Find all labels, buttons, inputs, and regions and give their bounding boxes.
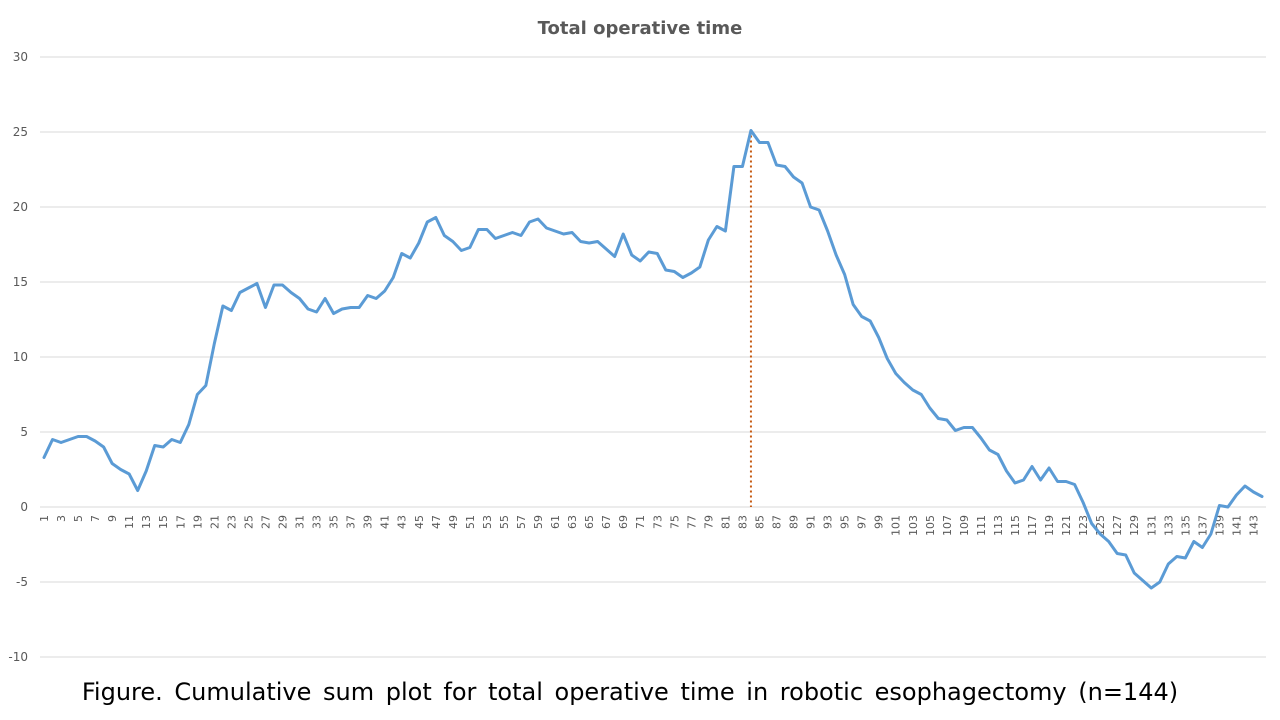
- x-tick-label: 9: [106, 515, 119, 522]
- x-tick-label: 37: [345, 515, 358, 529]
- y-tick-label: 0: [20, 500, 28, 514]
- x-tick-label: 111: [975, 515, 988, 536]
- x-tick-label: 71: [634, 515, 647, 529]
- x-tick-label: 127: [1111, 515, 1124, 536]
- x-tick-label: 59: [532, 515, 545, 529]
- x-tick-label: 101: [890, 515, 903, 536]
- x-tick-label: 141: [1230, 515, 1243, 536]
- x-tick-label: 115: [1009, 515, 1022, 536]
- x-tick-label: 77: [685, 515, 698, 529]
- x-tick-label: 45: [413, 515, 426, 529]
- y-tick-label: -10: [8, 650, 28, 664]
- x-tick-label: 97: [856, 515, 869, 529]
- x-tick-label: 87: [771, 515, 784, 529]
- x-tick-label: 123: [1077, 515, 1090, 536]
- x-tick-label: 51: [464, 515, 477, 529]
- y-tick-label: 30: [13, 50, 28, 64]
- x-tick-label: 89: [788, 515, 801, 529]
- x-tick-label: 129: [1128, 515, 1141, 536]
- y-tick-label: 15: [13, 275, 28, 289]
- x-tick-label: 85: [753, 515, 766, 529]
- x-tick-label: 83: [736, 515, 749, 529]
- x-tick-label: 117: [1026, 515, 1039, 536]
- x-tick-label: 109: [958, 515, 971, 536]
- x-tick-label: 11: [123, 515, 136, 529]
- x-tick-label: 93: [822, 515, 835, 529]
- x-tick-label: 3: [55, 515, 68, 522]
- x-tick-label: 29: [276, 515, 289, 529]
- x-tick-label: 43: [396, 515, 409, 529]
- x-tick-label: 47: [430, 515, 443, 529]
- y-tick-label: 20: [13, 200, 28, 214]
- figure-caption: Figure. Cumulative sum plot for total op…: [81, 678, 1179, 706]
- x-tick-label: 91: [805, 515, 818, 529]
- x-tick-label: 17: [174, 515, 187, 529]
- x-tick-label: 63: [566, 515, 579, 529]
- x-tick-label: 61: [549, 515, 562, 529]
- y-tick-label: -5: [16, 575, 28, 589]
- x-tick-label: 55: [498, 515, 511, 529]
- x-tick-label: 139: [1213, 515, 1226, 536]
- x-tick-label: 33: [311, 515, 324, 529]
- x-tick-label: 113: [992, 515, 1005, 536]
- x-tick-label: 1: [38, 515, 51, 522]
- y-tick-label: 10: [13, 350, 28, 364]
- x-tick-label: 35: [328, 515, 341, 529]
- x-tick-label: 39: [362, 515, 375, 529]
- x-axis-ticks: 1 3 5 7 9 11 13 15 17 19 21 23 25 27 29 31 33 35 37 39 41 43 4…: [38, 515, 1260, 536]
- x-tick-label: 49: [447, 515, 460, 529]
- x-tick-label: 13: [140, 515, 153, 529]
- y-tick-label: 25: [13, 125, 28, 139]
- x-tick-label: 41: [379, 515, 392, 529]
- x-tick-label: 107: [941, 515, 954, 536]
- x-tick-label: 121: [1060, 515, 1073, 536]
- y-axis-ticks: -10 -5 0 5 10 15 20 25 30: [8, 50, 28, 664]
- x-tick-label: 15: [157, 515, 170, 529]
- x-tick-label: 31: [294, 515, 307, 529]
- x-tick-label: 131: [1145, 515, 1158, 536]
- x-tick-label: 79: [702, 515, 715, 529]
- x-tick-label: 95: [839, 515, 852, 529]
- x-tick-label: 53: [481, 515, 494, 529]
- x-tick-label: 135: [1179, 515, 1192, 536]
- x-tick-label: 75: [668, 515, 681, 529]
- x-tick-label: 21: [208, 515, 221, 529]
- x-tick-label: 143: [1247, 515, 1260, 536]
- x-tick-label: 73: [651, 515, 664, 529]
- x-tick-label: 65: [583, 515, 596, 529]
- x-tick-label: 25: [242, 515, 255, 529]
- x-tick-label: 57: [515, 515, 528, 529]
- x-tick-label: 23: [225, 515, 238, 529]
- x-tick-label: 137: [1196, 515, 1209, 536]
- x-tick-label: 19: [191, 515, 204, 529]
- x-tick-label: 103: [907, 515, 920, 536]
- x-tick-label: 69: [617, 515, 630, 529]
- x-tick-label: 27: [259, 515, 272, 529]
- x-tick-label: 119: [1043, 515, 1056, 536]
- x-tick-label: 133: [1162, 515, 1175, 536]
- x-tick-label: 5: [72, 515, 85, 522]
- x-tick-label: 67: [600, 515, 613, 529]
- series-line: [42, 129, 1264, 590]
- x-tick-label: 81: [719, 515, 732, 529]
- x-tick-label: 99: [873, 515, 886, 529]
- gridlines: [40, 56, 1266, 658]
- chart-title: Total operative time: [538, 18, 743, 39]
- x-tick-label: 105: [924, 515, 937, 536]
- y-tick-label: 5: [20, 425, 28, 439]
- x-tick-label: 7: [89, 515, 102, 522]
